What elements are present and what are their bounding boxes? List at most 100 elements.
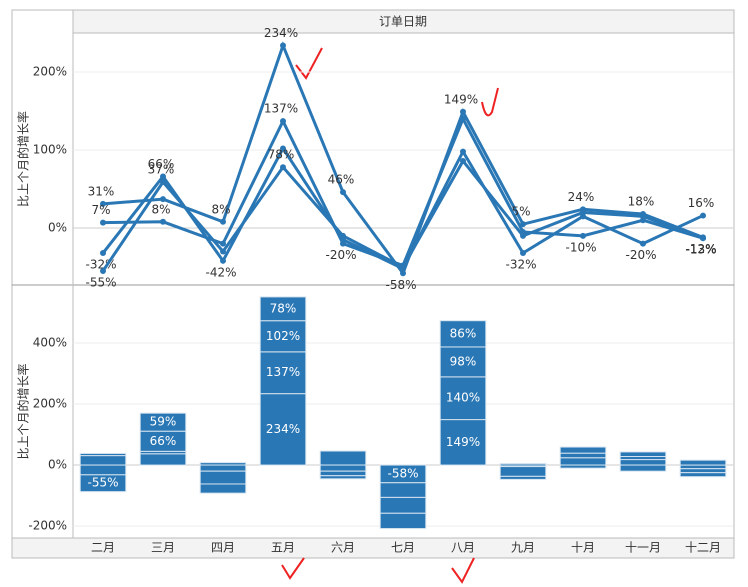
check-mark bbox=[281, 557, 305, 580]
y-axis-title: 比上个月的增长率 bbox=[16, 111, 31, 207]
point bbox=[100, 200, 106, 207]
point bbox=[280, 145, 286, 152]
point bbox=[460, 115, 466, 122]
bar-segment bbox=[199, 470, 247, 485]
bar-segment bbox=[319, 464, 367, 472]
y-tick-label: -200% bbox=[28, 519, 67, 533]
point bbox=[220, 248, 226, 255]
point bbox=[700, 212, 706, 219]
data-label: 98% bbox=[450, 354, 477, 368]
y-tick-label: 400% bbox=[33, 335, 67, 349]
y-tick-label: 0% bbox=[48, 458, 67, 472]
data-label: -32% bbox=[505, 258, 536, 272]
data-label: -42% bbox=[205, 265, 236, 279]
bar-segment bbox=[259, 393, 307, 466]
data-label: -55% bbox=[87, 476, 118, 490]
bar-segment bbox=[319, 470, 367, 477]
bar-segment bbox=[79, 464, 127, 476]
bar-segment bbox=[679, 472, 727, 478]
bar-segment bbox=[319, 450, 367, 466]
y-axis-title: 比上个月的增长率 bbox=[16, 363, 31, 459]
data-label: 5% bbox=[511, 205, 530, 219]
data-label: 86% bbox=[450, 326, 477, 340]
point bbox=[580, 232, 586, 239]
point bbox=[280, 42, 286, 49]
bar-segment bbox=[79, 455, 127, 466]
data-label: -55% bbox=[85, 275, 116, 289]
data-label: 59% bbox=[150, 415, 177, 429]
point bbox=[100, 267, 106, 274]
bar-segment bbox=[79, 452, 127, 457]
data-label: 8% bbox=[151, 202, 170, 216]
bar-segment bbox=[379, 482, 427, 498]
data-label: 137% bbox=[266, 365, 300, 379]
data-label: 7% bbox=[91, 203, 110, 217]
point bbox=[460, 108, 466, 115]
bar-segment bbox=[379, 496, 427, 514]
data-label: -13% bbox=[685, 243, 716, 257]
data-label: 102% bbox=[266, 329, 300, 343]
bar-segment bbox=[319, 475, 367, 480]
x-tick-label: 十二月 bbox=[685, 541, 721, 555]
y-tick-label: 0% bbox=[48, 221, 67, 235]
header-title: 订单日期 bbox=[379, 15, 427, 29]
data-label: 18% bbox=[628, 195, 655, 209]
data-label: -20% bbox=[325, 248, 356, 262]
data-label: -58% bbox=[385, 278, 416, 292]
x-tick-label: 七月 bbox=[391, 541, 415, 555]
point bbox=[460, 157, 466, 164]
data-label: 234% bbox=[266, 422, 300, 436]
data-label: 234% bbox=[264, 26, 298, 40]
point bbox=[640, 240, 646, 247]
point bbox=[100, 250, 106, 257]
point bbox=[220, 240, 226, 247]
x-tick-label: 六月 bbox=[331, 541, 355, 555]
data-label: 37% bbox=[148, 163, 175, 177]
x-tick-label: 十一月 bbox=[625, 541, 661, 555]
data-label: -13% bbox=[685, 243, 716, 257]
point bbox=[280, 118, 286, 125]
x-tick-label: 八月 bbox=[451, 541, 475, 555]
bar-segment bbox=[679, 468, 727, 474]
data-label: 24% bbox=[568, 190, 595, 204]
x-tick-label: 二月 bbox=[91, 541, 115, 555]
data-label: 8% bbox=[211, 202, 230, 216]
bar-segment bbox=[139, 453, 187, 466]
point bbox=[340, 232, 346, 239]
point bbox=[160, 218, 166, 225]
bar-segment bbox=[259, 320, 307, 353]
point bbox=[520, 221, 526, 228]
bar-segment bbox=[499, 475, 547, 480]
point bbox=[280, 164, 286, 171]
y-tick-label: 200% bbox=[33, 397, 67, 411]
bar-segment bbox=[439, 346, 487, 378]
bar-segment bbox=[679, 459, 727, 466]
point bbox=[580, 209, 586, 216]
data-label: 31% bbox=[88, 184, 115, 198]
data-label: 140% bbox=[446, 391, 480, 405]
bar-segment bbox=[559, 457, 607, 466]
data-label: -58% bbox=[387, 466, 418, 480]
frame bbox=[11, 9, 735, 559]
data-label: -10% bbox=[565, 240, 596, 254]
bar-segment bbox=[619, 464, 667, 472]
bar-segment bbox=[619, 459, 667, 466]
point bbox=[160, 179, 166, 186]
bar-segment bbox=[259, 296, 307, 322]
bar-segment bbox=[439, 320, 487, 348]
check-mark bbox=[481, 87, 499, 117]
data-label: 137% bbox=[264, 102, 298, 116]
data-label: 16% bbox=[688, 196, 715, 210]
bar-segment bbox=[379, 512, 427, 530]
bar-segment bbox=[199, 464, 247, 472]
data-label: 66% bbox=[148, 157, 175, 171]
point bbox=[220, 218, 226, 225]
y-tick-label: 100% bbox=[33, 143, 67, 157]
bar-segment bbox=[439, 419, 487, 466]
x-tick-label: 五月 bbox=[271, 541, 295, 555]
bar-segment bbox=[439, 376, 487, 421]
data-label: 78% bbox=[270, 301, 297, 315]
point bbox=[160, 173, 166, 180]
